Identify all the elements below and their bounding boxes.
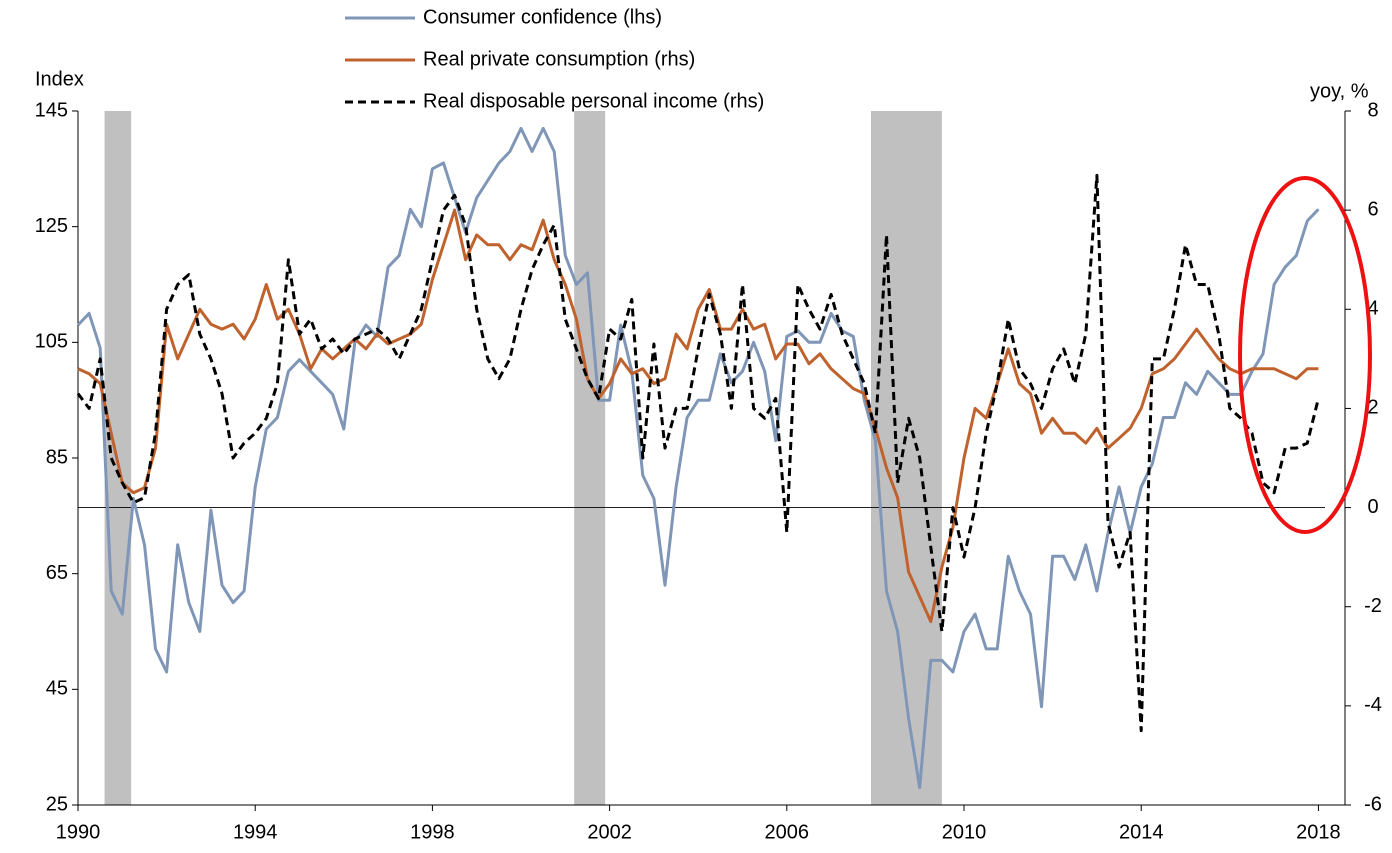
y-tick-label: 105 [35,331,68,353]
series-line [76,173,1320,733]
recession-band [574,111,606,805]
y-tick-label: 125 [35,215,68,237]
y-tick-label: 85 [46,446,68,468]
y-tick-label: 65 [46,562,68,584]
y2-tick-label: 6 [1367,198,1378,220]
x-tick-label: 2002 [587,821,632,843]
y2-tick-label: 4 [1367,298,1378,320]
y2-tick-label: -6 [1364,793,1382,815]
x-tick-label: 1994 [233,821,278,843]
x-tick-label: 2006 [765,821,810,843]
x-tick-label: 2010 [942,821,987,843]
y-axis-label: Index [35,68,84,90]
legend-label: Real private consumption (rhs) [423,48,695,70]
highlight-ellipse [1238,176,1372,534]
y2-axis-label: yoy, % [1310,80,1369,102]
legend-label: Real disposable personal income (rhs) [423,90,764,112]
x-tick-label: 2018 [1296,821,1341,843]
x-tick-label: 1998 [410,821,455,843]
y2-tick-label: -2 [1364,595,1382,617]
y2-tick-label: -4 [1364,694,1382,716]
y2-tick-label: 8 [1367,99,1378,121]
x-tick-label: 1990 [56,821,101,843]
y-tick-label: 25 [46,793,68,815]
y-tick-label: 145 [35,99,68,121]
series-line [76,126,1320,790]
y-tick-label: 45 [46,678,68,700]
y2-tick-label: 2 [1367,397,1378,419]
legend-label: Consumer confidence (lhs) [423,6,662,28]
x-tick-label: 2014 [1119,821,1164,843]
y2-tick-label: 0 [1367,496,1378,518]
